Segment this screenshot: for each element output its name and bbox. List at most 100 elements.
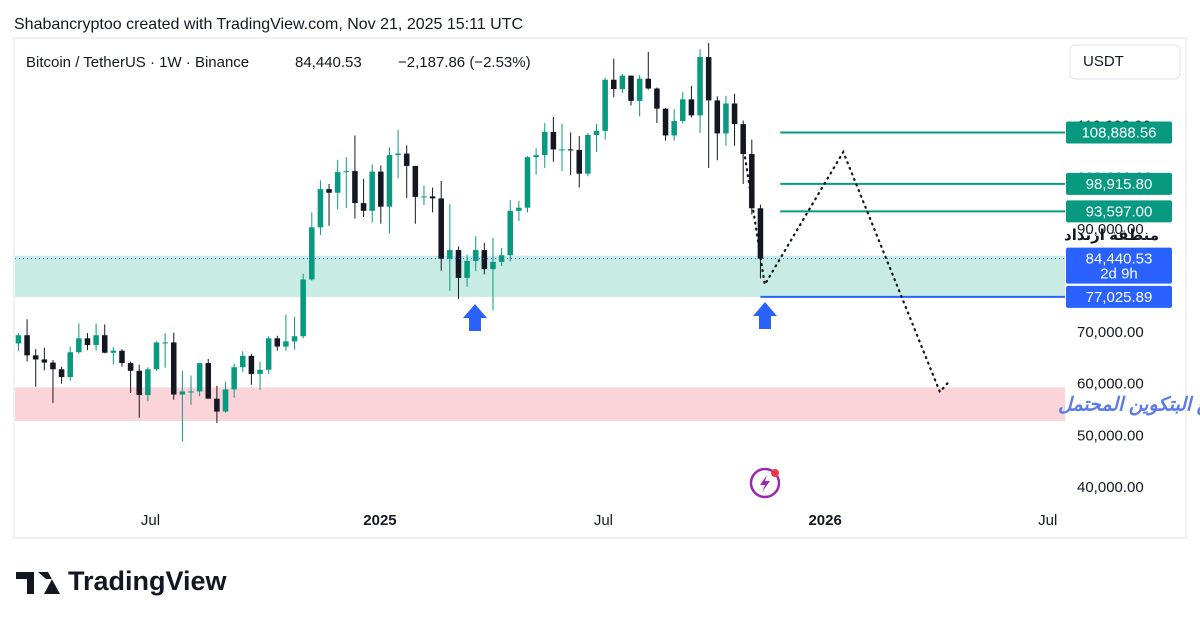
level-label: 77,025.89 [1086,289,1153,306]
candle-body [723,103,729,134]
candle-body [403,153,410,166]
candle-body [757,208,764,259]
candle-body [559,149,565,151]
candle-body [602,79,608,131]
candle-body [654,88,660,109]
candle-body [438,198,444,259]
candle-body [188,391,194,393]
candle-body [498,255,505,262]
candle-body [645,78,652,89]
candle-body [119,350,125,364]
level-box [1066,121,1172,144]
candle-body [32,355,39,360]
level-box [1066,200,1172,223]
candle-body [360,203,367,211]
candle-body [585,134,591,174]
candle-body [472,250,479,261]
candle-body [136,370,143,396]
candle-body [222,389,229,412]
y-tick-label: 70,000.00 [1077,324,1144,341]
candle-body [378,171,384,207]
candle-body [395,153,401,156]
price-box [1066,247,1172,284]
candle-body [291,336,298,342]
candle-body [429,196,436,199]
candle-body [421,196,427,198]
candle-body [317,189,324,228]
candle-body [24,335,30,356]
candle-body [153,342,160,370]
candle-body [214,398,220,412]
flash-icon [760,475,770,492]
candle-body [533,155,539,158]
countdown: 2d 9h [1100,266,1138,283]
x-tick-label: Jul [594,512,613,529]
candle-body [662,108,669,136]
y-tick-label: 90,000.00 [1077,221,1144,238]
candle-body [671,121,677,136]
candle-body [731,103,738,125]
candle-body [611,79,617,90]
header: Shabancryptoo created with TradingView.c… [14,16,523,33]
candle-body [688,99,695,116]
candle-body [705,57,712,101]
candle-body [490,261,496,270]
x-tick-label: 2026 [808,512,841,529]
arrow [463,304,487,331]
symbol-title: Bitcoin / TetherUS · 1W · Binance [26,54,249,71]
candle-body [231,367,237,390]
price-box-label: 84,440.53 [1086,251,1153,268]
candle-body [636,78,643,101]
zone [15,387,1065,421]
x-tick-label: 2025 [363,512,396,529]
y-tick-label: 50,000.00 [1077,427,1144,444]
level-label: 108,888.56 [1081,124,1156,141]
candle-body [334,172,341,193]
currency-box[interactable] [1069,44,1181,80]
flash-dot [771,469,779,477]
candle-body [170,342,177,395]
flash-icon[interactable] [749,467,781,499]
candle-body [326,189,332,193]
candle-body [50,362,56,370]
currency[interactable]: USDT [1083,53,1124,70]
candle-body [101,335,108,353]
price-change: −2,187.86 (−2.53%) [398,54,531,71]
candle-body [567,149,574,151]
candle-body [550,131,557,150]
zone-label: قاع البتكوين المحتمل [1058,394,1200,415]
candle-body [680,99,686,122]
candle-body [714,100,721,134]
candle-body [205,363,212,399]
candle-body [369,171,375,211]
plot: 110,000.00100,000.0090,000.0070,000.0060… [15,43,1200,529]
candle-body [15,335,22,344]
candle-body [283,341,289,347]
zone-label: منطقة ارتداد [1064,227,1159,244]
candle-body [343,171,350,173]
candle-body [697,57,703,116]
candle-body [84,338,91,346]
candle-body [300,279,306,337]
level-box [1066,285,1172,308]
candle-body [41,359,48,363]
candle-body [274,338,281,347]
candle-body [257,369,263,374]
logo [16,572,60,594]
chart-frame [13,37,1187,539]
x-tick-label: Jul [141,512,160,529]
candle-body [619,75,626,90]
level-label: 93,597.00 [1086,203,1153,220]
candle-body [265,338,272,370]
candle-body [412,165,419,197]
candle-body [248,355,255,374]
candle-body [447,250,453,259]
candle-body [67,352,73,378]
candle-body [481,250,488,270]
candle-body [524,157,531,208]
brand: TradingView [68,566,228,596]
candle-body [628,75,634,101]
candle-body [76,338,82,353]
candle-body [464,260,470,278]
candle-body [162,342,168,344]
